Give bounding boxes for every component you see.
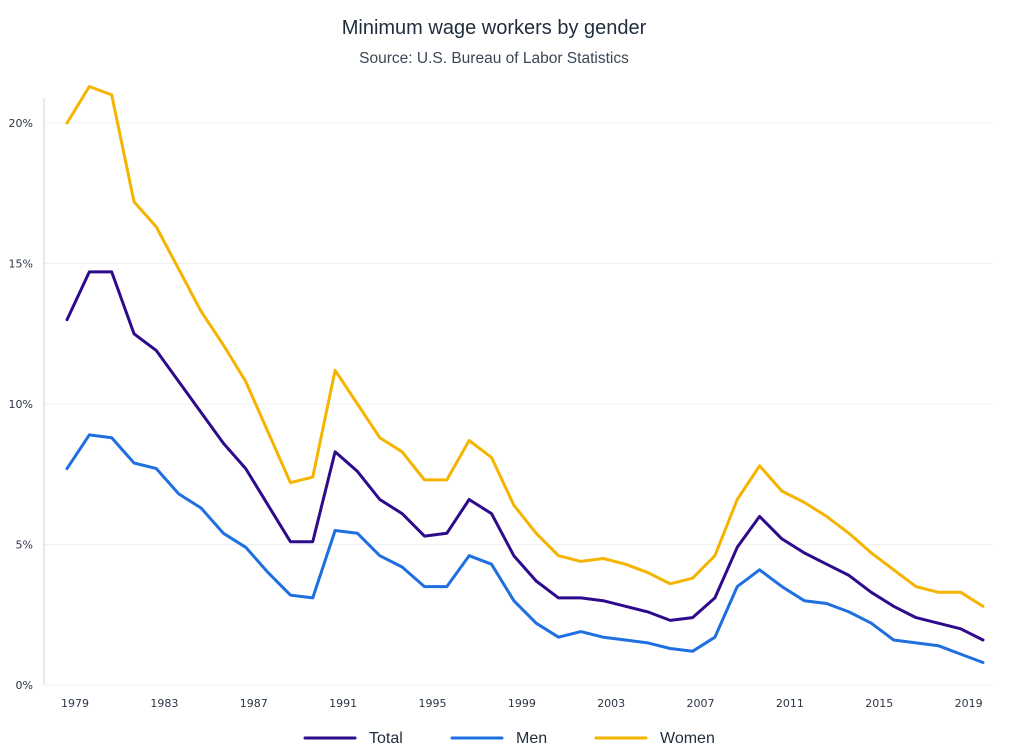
y-axis-ticks: 0% 5% 10% 15% 20%: [9, 117, 33, 692]
chart-title: Minimum wage workers by gender: [342, 17, 647, 39]
y-tick-label: 0%: [16, 679, 33, 692]
x-tick-label: 2019: [955, 697, 983, 710]
x-tick-label: 1999: [508, 697, 536, 710]
series-line-women: [65, 85, 985, 608]
legend-label-total: Total: [369, 730, 403, 747]
x-tick-label: 1991: [329, 697, 357, 710]
legend-label-women: Women: [660, 730, 715, 747]
x-axis-ticks: 1979 1983 1987 1991 1995 1999 2003 2007 2011 2015…: [61, 697, 983, 710]
y-tick-label: 15%: [9, 258, 33, 271]
x-tick-label: 1983: [150, 697, 178, 710]
gridlines: [43, 98, 993, 686]
y-tick-label: 5%: [16, 539, 33, 552]
x-tick-label: 2003: [597, 697, 625, 710]
x-tick-label: 1979: [61, 697, 89, 710]
x-tick-label: 1995: [418, 697, 446, 710]
chart-subtitle: Source: U.S. Bureau of Labor Statistics: [359, 50, 629, 67]
series-line-men: [65, 433, 985, 664]
x-tick-label: 2007: [687, 697, 715, 710]
series-lines: [65, 85, 985, 664]
legend-label-men: Men: [516, 730, 547, 747]
y-tick-label: 10%: [9, 398, 33, 411]
legend: Total Men Women: [303, 730, 715, 747]
series-line-total: [65, 270, 985, 642]
x-tick-label: 2015: [865, 697, 893, 710]
x-tick-label: 2011: [776, 697, 804, 710]
x-tick-label: 1987: [240, 697, 268, 710]
y-tick-label: 20%: [9, 117, 33, 130]
